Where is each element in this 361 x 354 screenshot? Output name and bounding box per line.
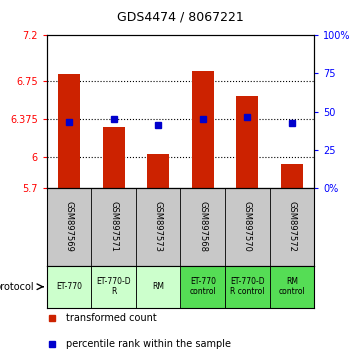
Bar — [225, 266, 270, 308]
Text: transformed count: transformed count — [66, 313, 156, 323]
Text: ET-770
control: ET-770 control — [190, 277, 216, 296]
Text: GSM897568: GSM897568 — [198, 201, 207, 252]
Text: protocol: protocol — [0, 282, 34, 292]
Text: GSM897571: GSM897571 — [109, 201, 118, 252]
Bar — [47, 266, 91, 308]
Bar — [147, 154, 169, 188]
Bar — [192, 71, 214, 188]
Bar — [280, 164, 303, 188]
Text: percentile rank within the sample: percentile rank within the sample — [66, 339, 231, 349]
Text: GSM897572: GSM897572 — [287, 201, 296, 252]
Text: GSM897573: GSM897573 — [154, 201, 163, 252]
Text: ET-770-D
R: ET-770-D R — [96, 277, 131, 296]
Text: GSM897570: GSM897570 — [243, 201, 252, 252]
Text: GDS4474 / 8067221: GDS4474 / 8067221 — [117, 10, 244, 23]
Bar — [91, 266, 136, 308]
Bar — [236, 96, 258, 188]
Text: GSM897569: GSM897569 — [65, 201, 74, 252]
Bar — [58, 74, 80, 188]
Bar — [136, 266, 180, 308]
Text: RM
control: RM control — [278, 277, 305, 296]
Bar — [180, 266, 225, 308]
Text: RM: RM — [152, 282, 164, 291]
Bar — [270, 266, 314, 308]
Text: ET-770-D
R control: ET-770-D R control — [230, 277, 265, 296]
Text: ET-770: ET-770 — [56, 282, 82, 291]
Bar — [103, 127, 125, 188]
